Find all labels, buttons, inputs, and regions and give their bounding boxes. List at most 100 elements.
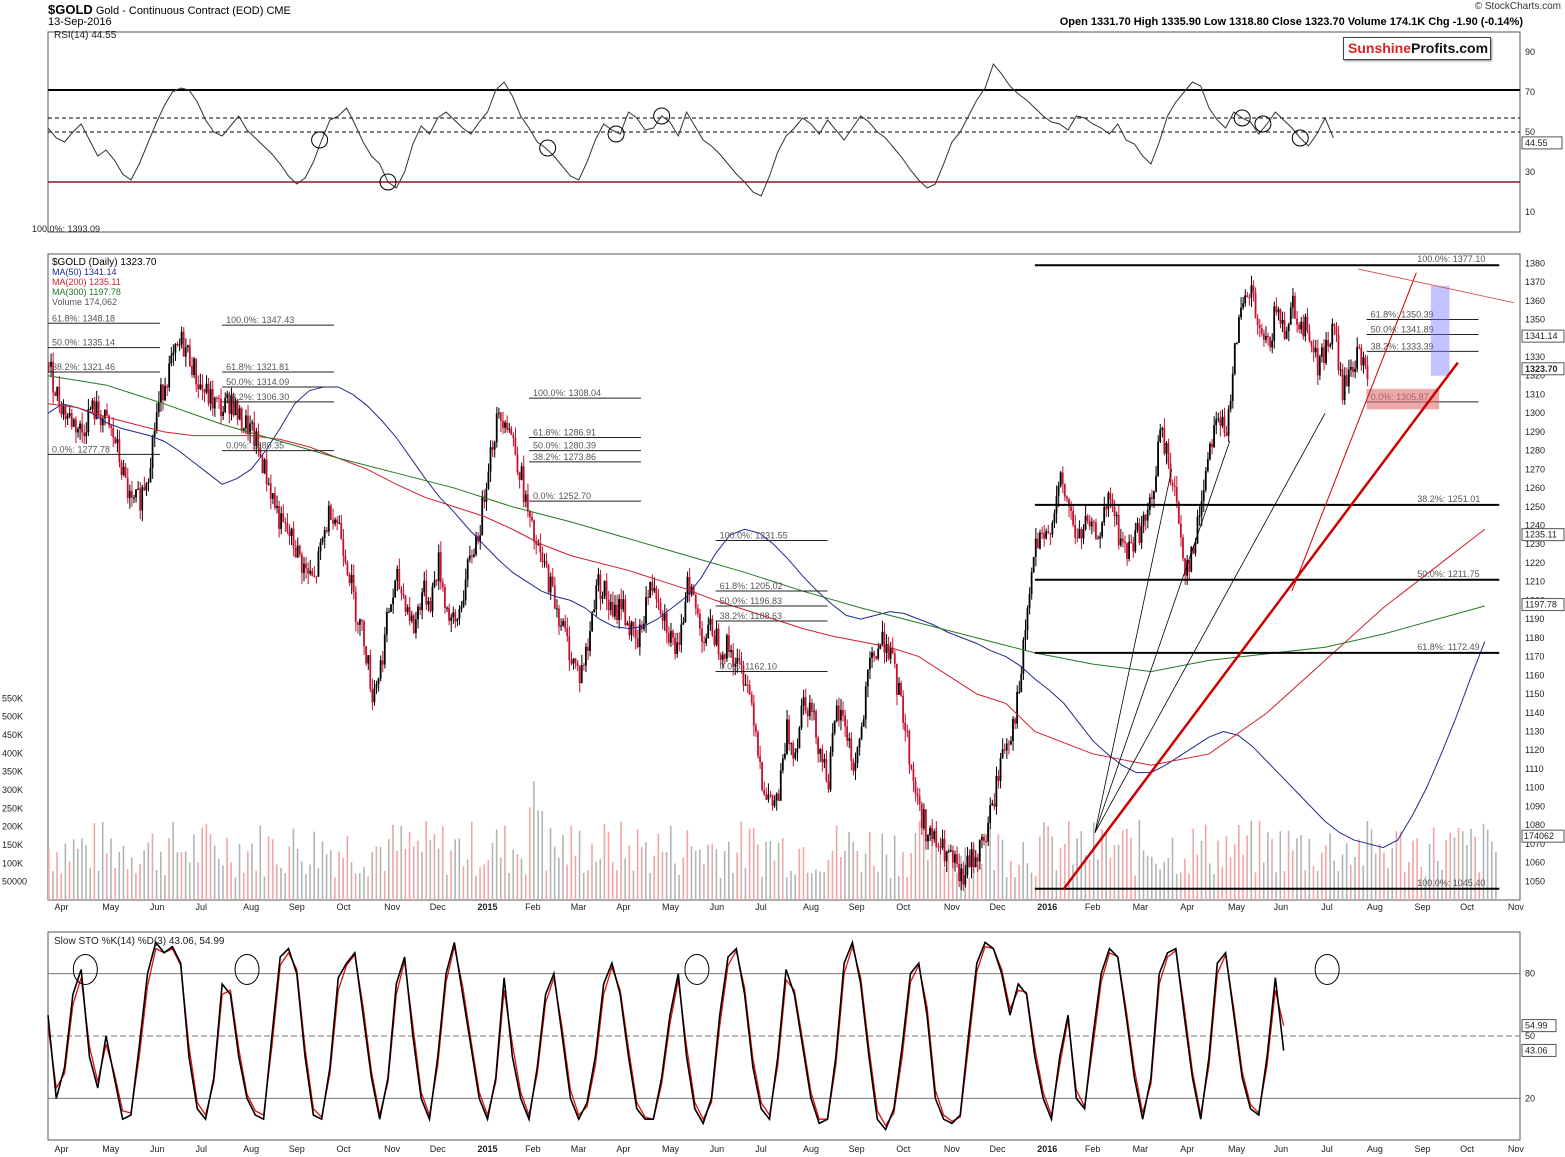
candle-body xyxy=(1308,330,1311,342)
price-y-tick: 1320 xyxy=(1525,371,1545,381)
candle-body xyxy=(1009,741,1012,745)
candle-body xyxy=(1007,743,1010,745)
candle-body xyxy=(201,384,204,390)
candle-body xyxy=(576,663,579,667)
volume-bar xyxy=(757,844,759,900)
volume-bar xyxy=(786,877,788,900)
volume-bar xyxy=(280,868,282,900)
price-x-label: Jul xyxy=(1321,902,1333,912)
price-y-tick: 1370 xyxy=(1525,277,1545,287)
fib-short-label: 50.0%: 1341.89 xyxy=(1371,325,1434,335)
candle-body xyxy=(522,466,525,502)
candle-body xyxy=(947,851,950,853)
candle-body xyxy=(951,850,954,863)
candle-body xyxy=(819,749,822,754)
volume-bar xyxy=(1329,833,1331,900)
volume-bar xyxy=(881,833,884,900)
sto-y-tick: 80 xyxy=(1525,969,1535,979)
candle-body xyxy=(628,623,631,636)
candle-body xyxy=(910,764,913,769)
candle-body xyxy=(842,709,844,716)
main-uptrend-line xyxy=(1062,361,1459,890)
sto-x-label: Mar xyxy=(571,1144,587,1154)
candle-body xyxy=(226,393,229,398)
volume-bar xyxy=(1341,854,1344,900)
candle-body xyxy=(759,756,761,762)
candle-body xyxy=(549,576,552,593)
volume-bar xyxy=(889,877,892,900)
volume-bar xyxy=(1345,843,1348,900)
candle-body xyxy=(379,660,382,679)
volume-bar xyxy=(479,867,481,900)
volume-bar xyxy=(259,825,262,900)
candle-body xyxy=(257,431,260,449)
candle-body xyxy=(1323,347,1325,363)
volume-bar xyxy=(698,849,701,900)
rsi-last-box xyxy=(1521,136,1563,150)
candle-body xyxy=(450,617,453,621)
volume-bar xyxy=(1030,872,1033,900)
volume-bar xyxy=(404,848,407,900)
symbol-header: $GOLD Gold - Continuous Contract (EOD) C… xyxy=(48,2,291,17)
candle-body xyxy=(713,635,716,645)
volume-bar xyxy=(168,838,170,900)
fib-short-label: 0.0%: 1162.10 xyxy=(720,662,777,672)
volume-bar xyxy=(1490,841,1493,900)
volume-bar xyxy=(732,872,734,900)
volume-y-tick: 300K xyxy=(2,785,23,795)
candle-body xyxy=(300,554,303,573)
volume-bar xyxy=(159,851,162,900)
price-y-tick: 1160 xyxy=(1525,670,1544,680)
volume-bar xyxy=(242,872,245,900)
candle-body xyxy=(960,868,963,882)
volume-bar xyxy=(1059,848,1062,900)
rsi-line xyxy=(47,62,1334,197)
candle-body xyxy=(452,612,455,618)
candle-body xyxy=(365,646,368,664)
volume-bar xyxy=(723,851,726,900)
volume-bar xyxy=(64,843,67,900)
candle-body xyxy=(174,344,177,353)
volume-bar xyxy=(1005,876,1008,900)
volume-bar xyxy=(234,877,237,900)
candle-body xyxy=(338,522,341,524)
candle-body xyxy=(282,513,285,523)
candle-body xyxy=(325,530,328,532)
candle-body xyxy=(66,415,69,419)
candle-body xyxy=(885,644,888,653)
candle-body xyxy=(385,611,388,635)
candle-body xyxy=(964,875,967,885)
volume-bar xyxy=(1043,822,1045,900)
price-x-label: Sep xyxy=(1415,902,1431,912)
candle-body xyxy=(1022,639,1025,675)
volume-bar xyxy=(1325,845,1327,900)
candle-body xyxy=(1161,428,1164,430)
candle-body xyxy=(906,730,909,732)
sto-x-label: 2015 xyxy=(477,1144,497,1154)
price-x-label: Oct xyxy=(336,902,351,912)
candle-body xyxy=(1101,522,1104,537)
candle-body xyxy=(866,669,869,687)
candle-body xyxy=(665,613,668,634)
price-x-label: Mar xyxy=(571,902,587,912)
brand-badge: SunshineProfits.com xyxy=(1343,37,1491,60)
candle-body xyxy=(526,494,529,512)
price-last-box xyxy=(1521,598,1565,612)
volume-bar xyxy=(1358,839,1360,900)
volume-bar xyxy=(985,840,987,900)
volume-bar xyxy=(97,870,100,900)
candle-body xyxy=(220,398,222,416)
volume-bar xyxy=(417,840,419,900)
candle-body xyxy=(771,794,774,806)
candle-body xyxy=(1318,356,1321,376)
candle-body xyxy=(435,580,438,582)
candle-body xyxy=(844,715,846,727)
price-last-value: 1235.11 xyxy=(1525,530,1557,540)
candle-body xyxy=(705,637,708,644)
volume-bar xyxy=(578,830,581,900)
candle-body xyxy=(85,432,88,437)
candle-body xyxy=(651,582,654,592)
candle-body xyxy=(1103,506,1106,523)
volume-bar xyxy=(1316,870,1319,900)
candle-body xyxy=(815,711,817,738)
